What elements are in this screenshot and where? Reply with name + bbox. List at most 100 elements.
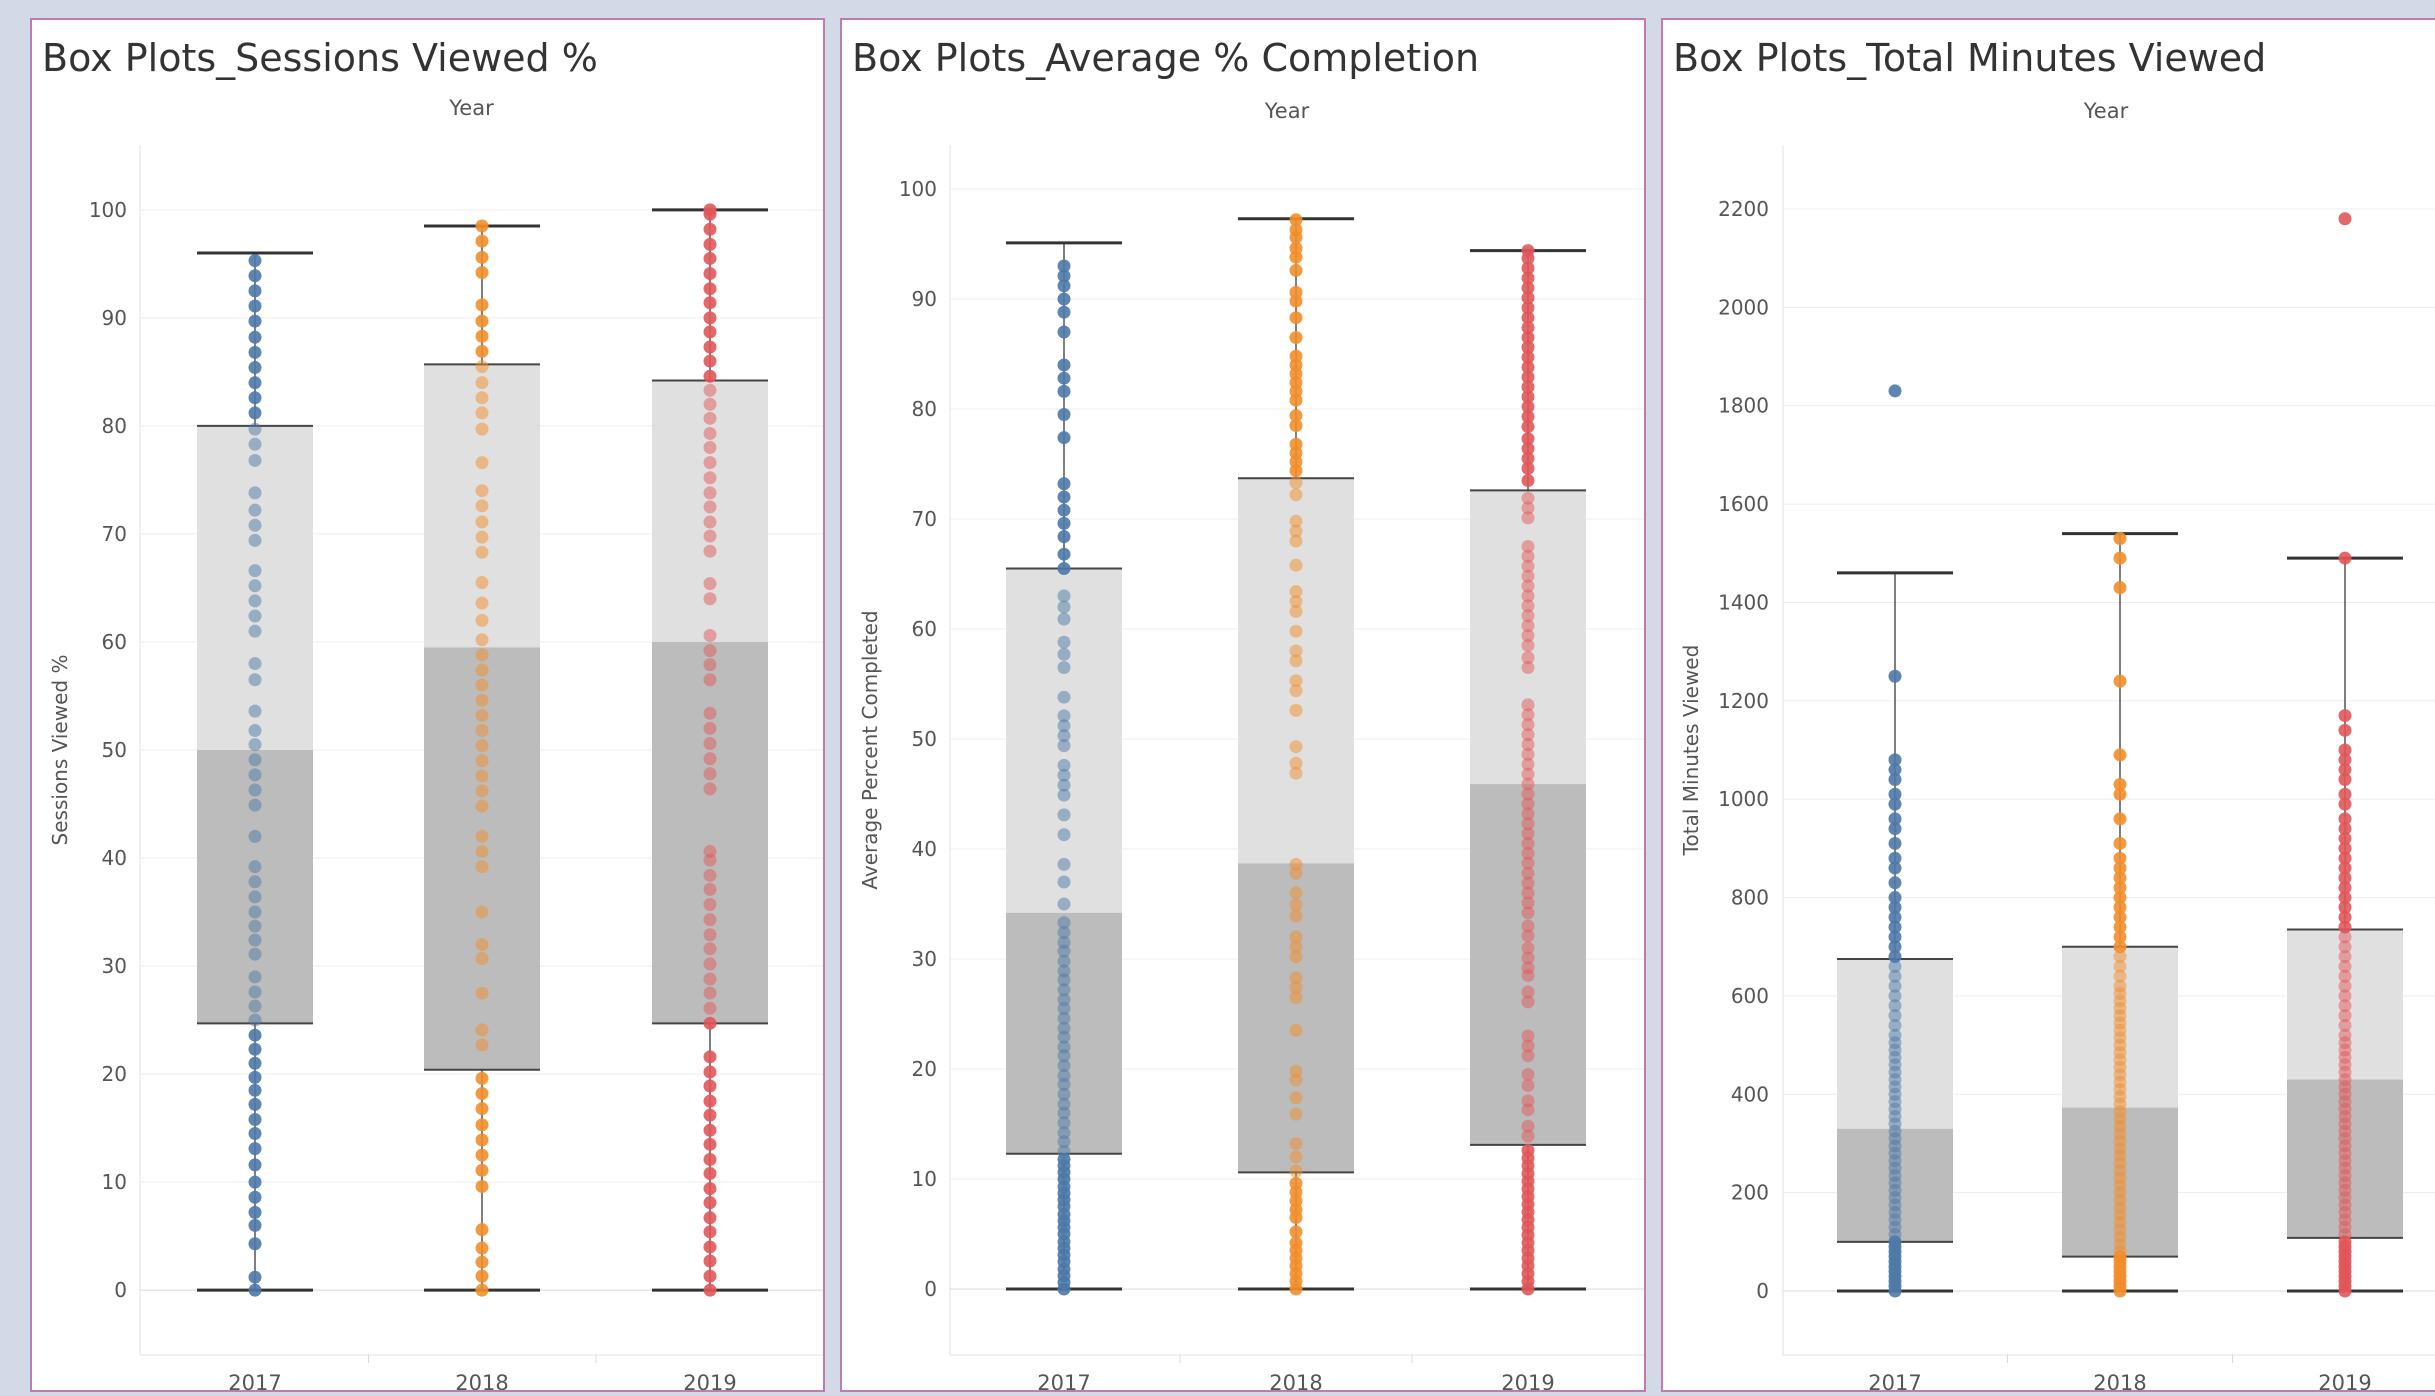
data-point-2018: [1289, 1150, 1303, 1164]
data-point-2018: [1289, 604, 1303, 618]
box-plot-sessions-viewed: Year Sessions Viewed % 0 10 20 30 40 50 60 70 80 90…: [48, 96, 823, 1390]
data-point-2017: [1057, 964, 1071, 978]
data-point-2018: [1289, 488, 1303, 502]
data-point-2018: [475, 678, 489, 692]
data-point-2018: [475, 376, 489, 390]
data-point-2017: [1888, 900, 1902, 914]
data-point-2017: [248, 919, 262, 933]
data-point-2018: [475, 1038, 489, 1052]
data-point-2017: [1057, 371, 1071, 385]
data-point-2019: [2338, 930, 2352, 944]
data-point-2017: [248, 486, 262, 500]
data-point-2018: [475, 845, 489, 859]
data-point-2019: [2338, 773, 2352, 787]
y-tick-label: 0: [114, 1278, 127, 1302]
data-point-2017: [248, 890, 262, 904]
data-point-2018: [1289, 1225, 1303, 1239]
data-point-2019: [703, 644, 717, 658]
data-point-2019: [1521, 569, 1535, 583]
data-point-2019: [1521, 827, 1535, 841]
data-point-2017: [1888, 876, 1902, 890]
data-point-2019: [2338, 871, 2352, 885]
data-point-2018: [1289, 263, 1303, 277]
data-point-2019: [703, 592, 717, 606]
data-point-2017: [248, 905, 262, 919]
data-point-2017: [248, 422, 262, 436]
data-point-2018: [1289, 585, 1303, 599]
data-point-2019: [703, 577, 717, 591]
data-point-2019: [703, 515, 717, 529]
box-plot-total-minutes: Year Total Minutes Viewed 0 200 400 600 800 100…: [1679, 99, 2435, 1390]
data-point-2019: [2338, 1028, 2352, 1042]
data-point-2017: [1057, 1040, 1071, 1054]
chart-title: Box Plots_Total Minutes Viewed: [1673, 36, 2267, 80]
data-point-2017: [1888, 950, 1902, 964]
data-point-2019: [2338, 212, 2352, 226]
data-point-2018: [2113, 940, 2127, 954]
data-point-2019: [2338, 989, 2352, 1003]
data-point-2018: [2113, 551, 2127, 565]
data-point-2018: [475, 1118, 489, 1132]
data-point-2019: [1521, 728, 1535, 742]
data-point-2018: [475, 769, 489, 783]
data-point-2018: [475, 1283, 489, 1297]
data-point-2018: [475, 1071, 489, 1085]
data-point-2019: [703, 1283, 717, 1297]
data-point-2019: [2338, 787, 2352, 801]
data-point-2019: [703, 1269, 717, 1283]
y-tick-label: 40: [912, 837, 937, 861]
data-point-2018: [1289, 766, 1303, 780]
y-tick-label: 2200: [1718, 197, 1769, 221]
data-point-2018: [475, 265, 489, 279]
data-point-2017: [1888, 1009, 1902, 1023]
data-point-2017: [1888, 669, 1902, 683]
data-point-2019: [703, 397, 717, 411]
data-point-2018: [475, 484, 489, 498]
data-point-2019: [1521, 777, 1535, 791]
data-point-2019: [1521, 747, 1535, 761]
y-tick-label: 90: [102, 306, 127, 330]
data-point-2019: [1521, 1029, 1535, 1043]
data-point-2018: [475, 724, 489, 738]
data-point-2017: [1888, 999, 1902, 1013]
y-tick-label: 800: [1731, 886, 1769, 910]
data-point-2018: [2113, 900, 2127, 914]
y-tick-label: 30: [912, 947, 937, 971]
data-point-2019: [2338, 900, 2352, 914]
data-point-2019: [703, 972, 717, 986]
data-point-2018: [475, 250, 489, 264]
data-point-2019: [2338, 753, 2352, 767]
data-point-2017: [1888, 797, 1902, 811]
data-point-2017: [1057, 808, 1071, 822]
data-point-2017: [248, 1056, 262, 1070]
data-point-2017: [248, 314, 262, 328]
data-point-2019: [2338, 910, 2352, 924]
data-point-2019: [1521, 549, 1535, 563]
data-point-2018: [1289, 898, 1303, 912]
data-point-2017: [248, 361, 262, 375]
data-point-2017: [1888, 891, 1902, 905]
data-point-2018: [2113, 920, 2127, 934]
data-point-2017: [1057, 305, 1071, 319]
data-point-2017: [248, 1042, 262, 1056]
data-point-2017: [1888, 969, 1902, 983]
data-point-2017: [248, 704, 262, 718]
data-point-2019: [1521, 698, 1535, 712]
data-point-2019: [703, 251, 717, 265]
data-point-2019: [1521, 540, 1535, 553]
data-point-2018: [475, 1087, 489, 1101]
data-point-2017: [1057, 729, 1071, 743]
data-point-2017: [248, 1097, 262, 1111]
data-point-2018: [475, 456, 489, 470]
x-tick-label: 2019: [2318, 1371, 2371, 1390]
data-point-2019: [703, 203, 717, 217]
data-point-2019: [1521, 797, 1535, 811]
data-point-2017: [1057, 739, 1071, 753]
data-point-2019: [1521, 390, 1535, 404]
data-point-2017: [248, 1190, 262, 1204]
data-point-2018: [475, 329, 489, 343]
data-point-2018: [1289, 971, 1303, 985]
data-point-2017: [248, 970, 262, 984]
data-point-2017: [1057, 635, 1071, 649]
data-point-2019: [2338, 841, 2352, 855]
